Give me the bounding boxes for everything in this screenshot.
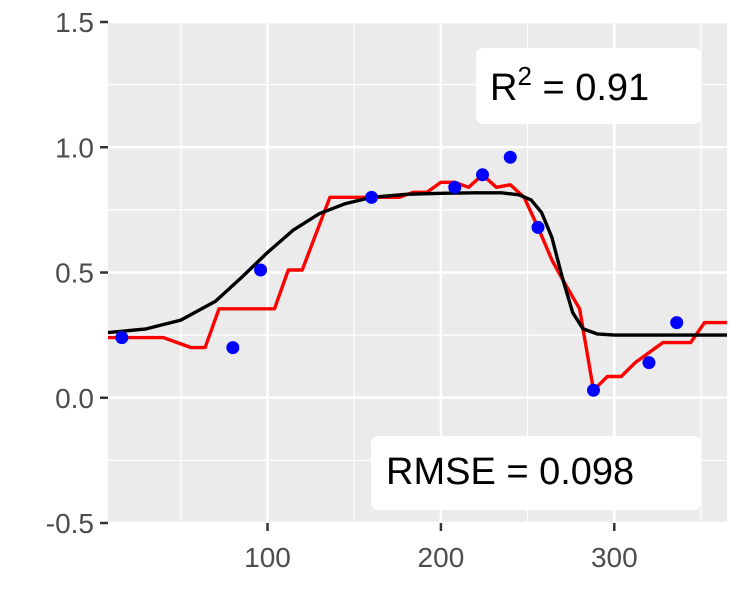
data-point [642,356,656,370]
y-tick-label: 1.0 [55,132,94,163]
series-line-2 [107,191,727,337]
r-squared-label: R2 = 0.91 [490,61,649,109]
series-points [115,150,684,397]
axes: -0.5 0.0 0.5 1.0 1.5 100 200 300 [46,7,638,573]
data-point [503,150,517,164]
x-tick-label: 200 [418,542,465,573]
data-point [448,180,462,194]
y-tick-label: 0.0 [55,383,94,414]
annotations: R2 = 0.91 RMSE = 0.098 [371,48,701,510]
r-squared-box [476,48,701,124]
r-squared-base: R [490,67,517,109]
data-point [115,331,129,345]
data-point [254,263,268,277]
y-tick-label: 1.5 [55,7,94,38]
x-tick-label: 300 [591,542,638,573]
x-tick-label: 100 [244,542,291,573]
y-tick-label: -0.5 [46,508,94,539]
rmse-box [371,436,701,510]
data-point [365,190,379,204]
y-tick-label: 0.5 [55,258,94,289]
data-point [670,316,684,330]
data-point [226,341,240,355]
r-squared-superscript: 2 [517,61,531,91]
data-point [531,220,545,234]
rmse-label: RMSE = 0.098 [386,451,634,493]
data-point [476,168,490,182]
r-squared-value: = 0.91 [532,67,649,109]
data-point [586,383,600,397]
